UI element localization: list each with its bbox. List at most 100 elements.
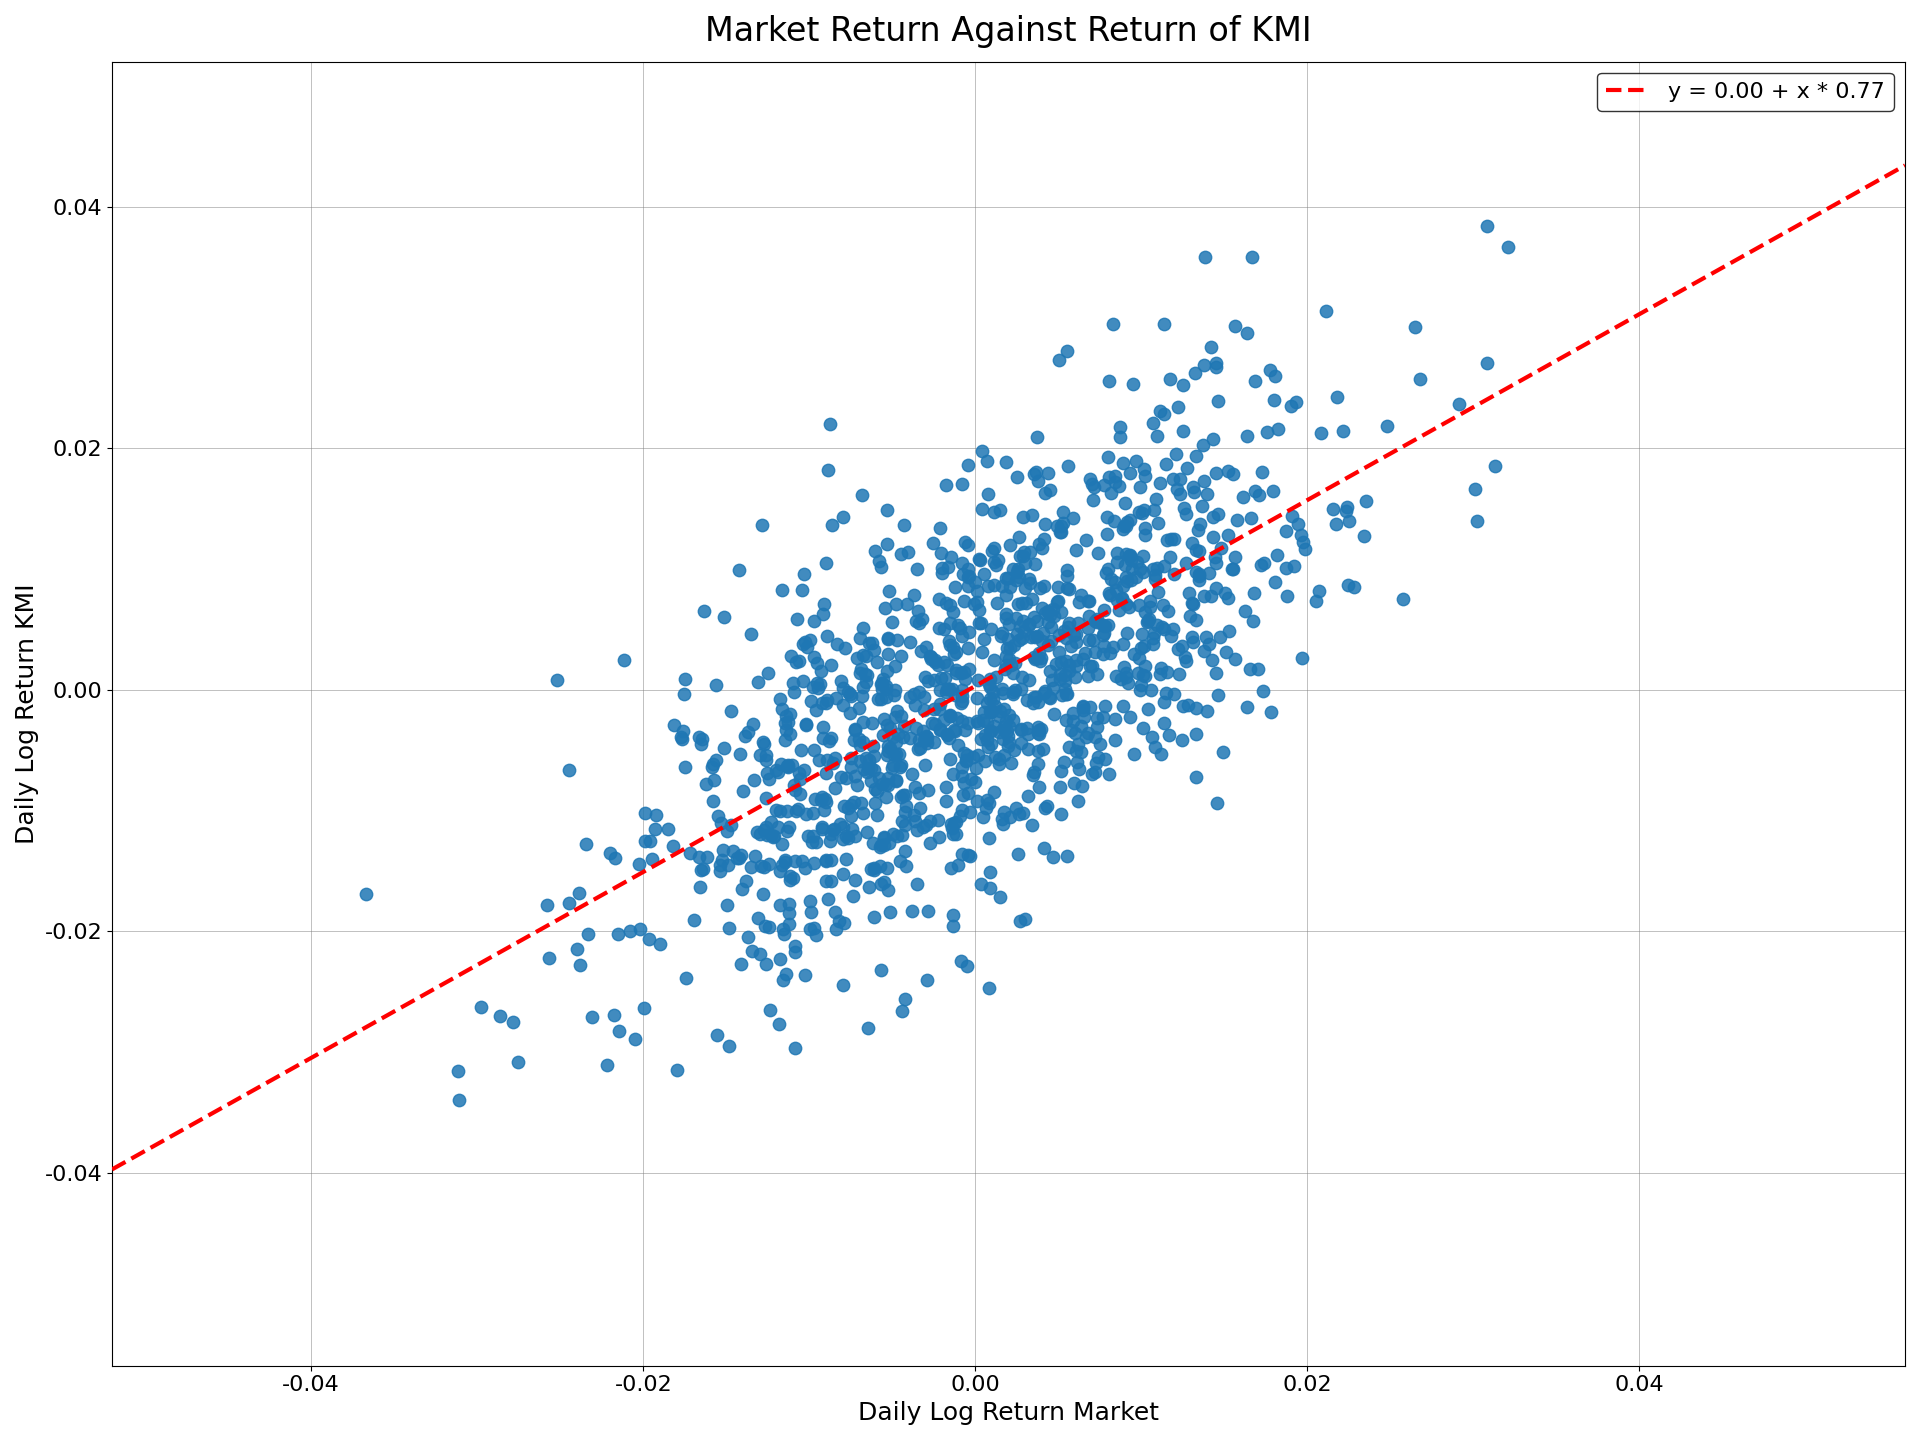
Point (947, 563, 977, 586)
Point (962, 668, 993, 691)
Point (977, 688, 1008, 711)
Point (1046, 501, 1077, 524)
Point (444, 1060, 474, 1083)
Point (1073, 616, 1104, 639)
Point (756, 811, 787, 834)
Point (962, 685, 993, 708)
Point (630, 801, 660, 824)
Point (935, 704, 966, 727)
Point (899, 804, 929, 827)
Point (852, 756, 883, 779)
Point (781, 799, 812, 822)
Point (891, 988, 922, 1011)
Point (941, 639, 972, 662)
Point (1054, 577, 1085, 600)
Point (966, 549, 996, 572)
Point (1108, 632, 1139, 655)
Point (856, 756, 887, 779)
Point (774, 755, 804, 778)
Point (856, 711, 887, 734)
Point (979, 649, 1010, 672)
Point (810, 788, 841, 811)
Point (983, 721, 1014, 744)
Point (1144, 471, 1175, 494)
Point (755, 916, 785, 939)
Point (941, 658, 972, 681)
Point (799, 739, 829, 762)
Point (570, 832, 601, 855)
Point (1131, 611, 1162, 634)
Point (876, 736, 906, 759)
Point (814, 729, 845, 752)
Point (1033, 600, 1064, 624)
Point (808, 592, 839, 615)
Point (1104, 475, 1135, 498)
Point (870, 596, 900, 619)
Point (950, 719, 981, 742)
Point (1054, 660, 1085, 683)
Point (1029, 481, 1060, 504)
Point (877, 755, 908, 778)
Point (975, 720, 1006, 743)
Point (737, 713, 768, 736)
Point (776, 868, 806, 891)
Point (1213, 586, 1244, 609)
Point (966, 641, 996, 664)
Point (1137, 678, 1167, 701)
Point (947, 765, 977, 788)
Point (1114, 706, 1144, 729)
Point (563, 937, 593, 960)
Point (1016, 503, 1046, 526)
Point (975, 733, 1006, 756)
Point (1060, 648, 1091, 671)
Point (1242, 657, 1273, 680)
Point (1002, 622, 1033, 645)
Point (1187, 495, 1217, 518)
Point (1236, 507, 1267, 530)
Point (1035, 685, 1066, 708)
Point (712, 854, 743, 877)
Point (1023, 641, 1054, 664)
Point (1021, 685, 1052, 708)
Point (1142, 580, 1173, 603)
Point (1029, 796, 1060, 819)
Point (628, 996, 659, 1020)
Point (1139, 563, 1169, 586)
Point (1123, 647, 1154, 670)
Point (1133, 697, 1164, 720)
Point (964, 743, 995, 766)
Point (900, 609, 931, 632)
Point (970, 563, 1000, 586)
Point (1064, 789, 1094, 812)
Point (691, 773, 722, 796)
Point (947, 624, 977, 647)
Point (1008, 801, 1039, 824)
Point (812, 749, 843, 772)
Point (872, 677, 902, 700)
Point (772, 799, 803, 822)
Point (931, 680, 962, 703)
Point (670, 667, 701, 690)
Point (735, 940, 766, 963)
Point (639, 818, 670, 841)
Point (925, 693, 956, 716)
Point (887, 809, 918, 832)
Point (812, 887, 843, 910)
Point (856, 857, 887, 880)
Point (595, 842, 626, 865)
Point (1110, 543, 1140, 566)
Point (1006, 677, 1037, 700)
Point (1068, 696, 1098, 719)
Point (945, 805, 975, 828)
Point (1004, 526, 1035, 549)
Point (1204, 684, 1235, 707)
Point (687, 599, 718, 622)
Point (1033, 461, 1064, 484)
Point (1033, 795, 1064, 818)
Point (912, 726, 943, 749)
Point (1079, 641, 1110, 664)
Point (1108, 575, 1139, 598)
Y-axis label: Daily Log Return KMI: Daily Log Return KMI (15, 583, 38, 844)
Point (1039, 703, 1069, 726)
Point (881, 768, 912, 791)
